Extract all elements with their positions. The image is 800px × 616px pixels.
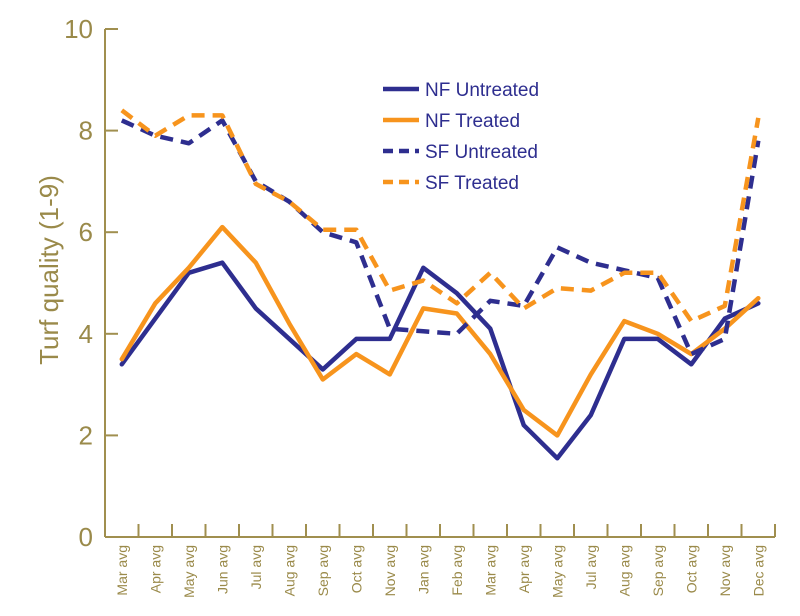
x-tick-labels: Mar avg Apr avg May avg Jun avg Jul avg Aug a… bbox=[114, 545, 767, 598]
x-tick-label: Apr avg bbox=[147, 545, 163, 593]
x-tick-label: Sep avg bbox=[650, 545, 666, 596]
y-tick-label: 4 bbox=[79, 319, 93, 349]
x-tick-label: Nov avg bbox=[717, 545, 733, 596]
x-tick-label: May avg bbox=[181, 545, 197, 598]
x-tick-label: Sep avg bbox=[315, 545, 331, 596]
series-lines bbox=[119, 108, 761, 461]
series-line-nf-treated bbox=[119, 224, 761, 438]
x-tick-label: May avg bbox=[549, 545, 565, 598]
x-tick-label: Dec avg bbox=[750, 545, 766, 596]
legend-label: NF Treated bbox=[425, 111, 520, 132]
x-tick-label: Feb avg bbox=[449, 545, 465, 596]
legend-label: SF Treated bbox=[425, 173, 519, 194]
y-axis-title: Turf quality (1-9) bbox=[34, 175, 64, 365]
y-tick-label: 2 bbox=[79, 420, 93, 450]
axes bbox=[104, 28, 776, 538]
y-tick-label: 8 bbox=[79, 116, 93, 146]
x-tick-label: Mar avg bbox=[114, 545, 130, 596]
series-line-nf-untreated bbox=[119, 260, 761, 461]
x-tick-label: Jul avg bbox=[583, 545, 599, 589]
x-tick-label: Mar avg bbox=[482, 545, 498, 596]
x-tick-label: Oct avg bbox=[348, 545, 364, 593]
x-tick-label: Oct avg bbox=[683, 545, 699, 593]
x-tick-label: Jun avg bbox=[214, 545, 230, 594]
legend-label: SF Untreated bbox=[425, 142, 538, 163]
legend-label: NF Untreated bbox=[425, 80, 539, 101]
y-tick-labels: 0 2 4 6 8 10 bbox=[64, 14, 93, 552]
x-tick-label: Apr avg bbox=[516, 545, 532, 593]
y-tick-label: 6 bbox=[79, 217, 93, 247]
x-tick-label: Aug avg bbox=[281, 545, 297, 596]
x-tick-label: Nov avg bbox=[382, 545, 398, 596]
y-tick-label: 10 bbox=[64, 14, 93, 44]
x-tick-label: Jan avg bbox=[415, 545, 431, 594]
series-line-sf-untreated bbox=[120, 118, 761, 357]
x-tick-label: Jul avg bbox=[248, 545, 264, 589]
series-line-sf-treated bbox=[120, 108, 761, 324]
legend: NF Untreated NF Treated SF Untreated SF Tre… bbox=[383, 80, 539, 194]
y-tick-label: 0 bbox=[79, 522, 93, 552]
x-tick-label: Aug avg bbox=[616, 545, 632, 596]
